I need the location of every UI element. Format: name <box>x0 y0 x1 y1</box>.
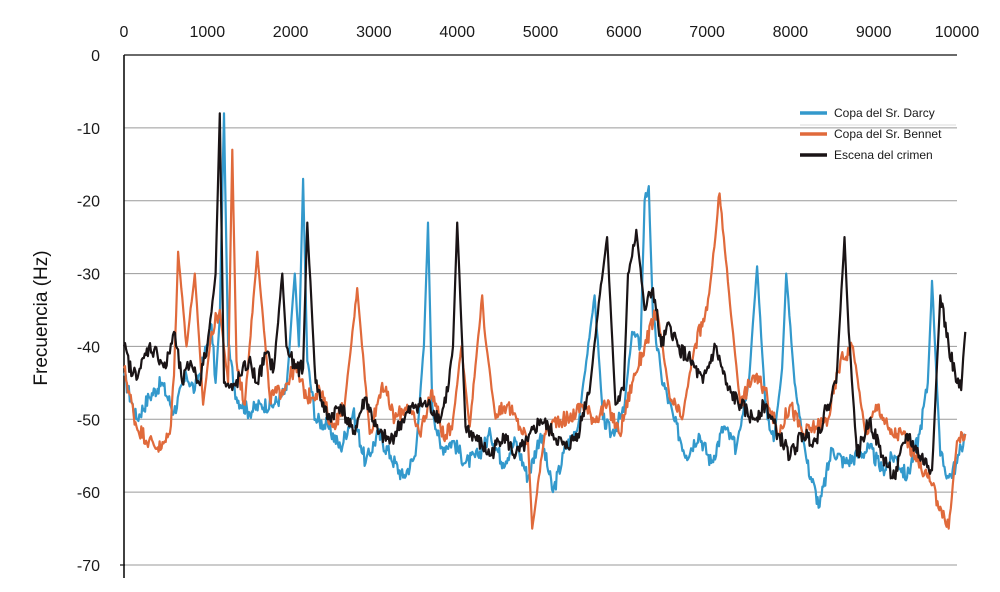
series-line-1 <box>122 112 967 509</box>
legend-label: Escena del crimen <box>834 148 933 162</box>
x-tick-label: 0 <box>120 24 129 41</box>
x-tick-label: 2000 <box>273 24 309 41</box>
y-tick-label: -40 <box>77 339 100 356</box>
y-tick-label: -10 <box>77 121 100 138</box>
y-tick-labels: 0 -10 -20 -30 -40 -50 -60 -70 <box>77 48 100 575</box>
x-tick-label: 8000 <box>773 24 809 41</box>
x-tick-label: 6000 <box>606 24 642 41</box>
y-tick-label: 0 <box>91 48 100 65</box>
y-tick-label: -50 <box>77 412 100 429</box>
y-axis-title: Frecuencia (Hz) <box>31 250 52 385</box>
x-tick-label: 4000 <box>439 24 475 41</box>
legend: Copa del Sr. Darcy Copa del Sr. Bennet Esc… <box>800 106 956 162</box>
series-line-3 <box>122 112 967 481</box>
legend-label: Copa del Sr. Darcy <box>834 106 935 120</box>
x-tick-label: 7000 <box>689 24 725 41</box>
y-tick-label: -60 <box>77 485 100 502</box>
y-tick-label: -30 <box>77 267 100 284</box>
y-tick-label: -70 <box>77 558 100 575</box>
x-tick-label: 9000 <box>856 24 892 41</box>
x-tick-labels: 0 1000 2000 3000 4000 5000 6000 7000 8000 9000 100… <box>120 24 980 41</box>
data-series <box>122 112 967 530</box>
y-tick-label: -20 <box>77 194 100 211</box>
legend-label: Copa del Sr. Bennet <box>834 127 942 141</box>
x-tick-label: 10000 <box>935 24 980 41</box>
x-tick-label: 3000 <box>356 24 392 41</box>
axes <box>120 54 957 578</box>
x-tick-label: 1000 <box>190 24 226 41</box>
x-tick-label: 5000 <box>523 24 559 41</box>
